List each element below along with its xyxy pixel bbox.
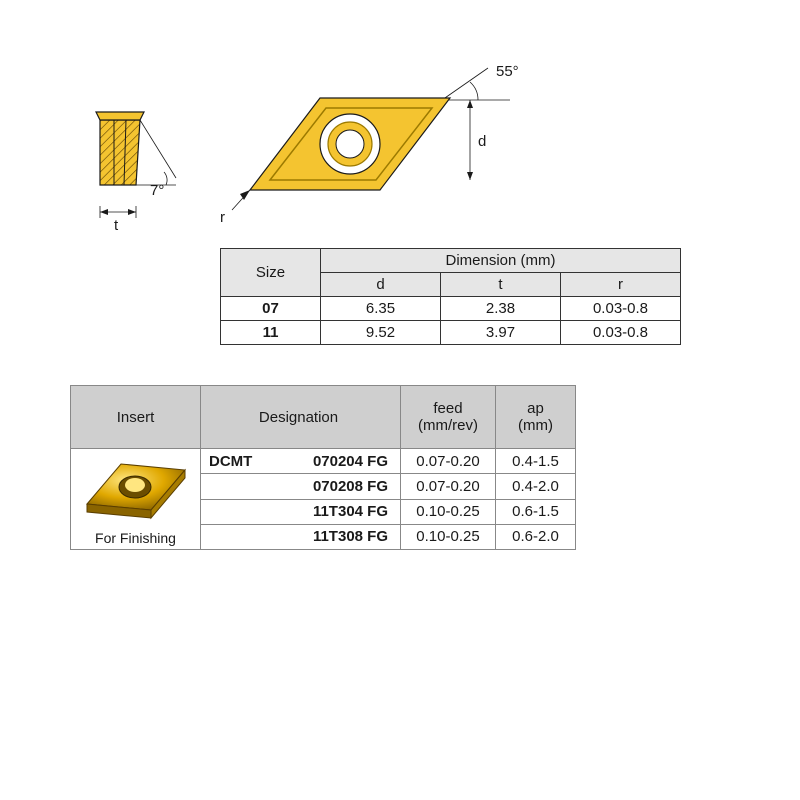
dim-t: 2.38 bbox=[441, 297, 561, 321]
table-row: 07 6.35 2.38 0.03-0.8 bbox=[221, 297, 681, 321]
table-row: 11 9.52 3.97 0.03-0.8 bbox=[221, 321, 681, 345]
insert-header-feed: feed (mm/rev) bbox=[401, 386, 496, 449]
designation: 11T304 FG bbox=[201, 499, 401, 524]
dim-d: 6.35 bbox=[321, 297, 441, 321]
dim-size: 07 bbox=[221, 297, 321, 321]
insert-header-insert: Insert bbox=[71, 386, 201, 449]
dim-header-d: d bbox=[321, 273, 441, 297]
designation: 070208 FG bbox=[201, 474, 401, 499]
angle-55-label: 55° bbox=[496, 63, 519, 80]
dim-r: 0.03-0.8 bbox=[561, 321, 681, 345]
ap-value: 0.6-1.5 bbox=[496, 499, 576, 524]
table-row: For Finishing DCMT 070204 FG 0.07-0.20 0… bbox=[71, 449, 576, 474]
insert-icon bbox=[81, 452, 191, 524]
feed-value: 0.07-0.20 bbox=[401, 474, 496, 499]
insert-caption: For Finishing bbox=[95, 530, 176, 546]
technical-diagram: 7° t 55° d bbox=[80, 60, 730, 240]
top-view-diagram: 55° d r bbox=[220, 60, 550, 240]
label-d: d bbox=[478, 133, 486, 150]
ap-value: 0.4-1.5 bbox=[496, 449, 576, 474]
dim-header-t: t bbox=[441, 273, 561, 297]
dim-header-size: Size bbox=[221, 249, 321, 297]
dimension-table: Size Dimension (mm) d t r 07 6.35 2.38 0… bbox=[220, 248, 681, 345]
dim-header-dimension: Dimension (mm) bbox=[321, 249, 681, 273]
dim-r: 0.03-0.8 bbox=[561, 297, 681, 321]
insert-header-designation: Designation bbox=[201, 386, 401, 449]
side-profile-diagram: 7° t bbox=[80, 90, 190, 240]
insert-header-ap: ap (mm) bbox=[496, 386, 576, 449]
label-r: r bbox=[220, 209, 225, 226]
dim-t: 3.97 bbox=[441, 321, 561, 345]
ap-value: 0.6-2.0 bbox=[496, 524, 576, 549]
designation: DCMT 070204 FG bbox=[201, 449, 401, 474]
dim-header-r: r bbox=[561, 273, 681, 297]
insert-table: Insert Designation feed (mm/rev) ap (mm) bbox=[70, 385, 576, 550]
ap-value: 0.4-2.0 bbox=[496, 474, 576, 499]
label-t: t bbox=[114, 217, 119, 234]
insert-image-cell: For Finishing bbox=[71, 449, 201, 550]
feed-value: 0.10-0.25 bbox=[401, 499, 496, 524]
angle-7-label: 7° bbox=[150, 182, 164, 199]
feed-value: 0.10-0.25 bbox=[401, 524, 496, 549]
designation: 11T308 FG bbox=[201, 524, 401, 549]
dim-size: 11 bbox=[221, 321, 321, 345]
feed-value: 0.07-0.20 bbox=[401, 449, 496, 474]
dim-d: 9.52 bbox=[321, 321, 441, 345]
